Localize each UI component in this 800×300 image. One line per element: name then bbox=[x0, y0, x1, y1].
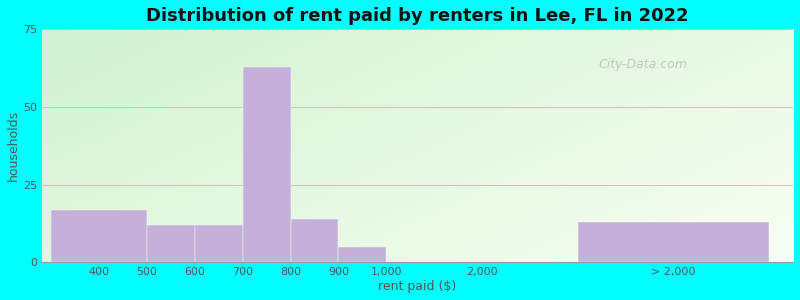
X-axis label: rent paid ($): rent paid ($) bbox=[378, 280, 457, 293]
Text: City-Data.com: City-Data.com bbox=[598, 58, 687, 71]
Bar bbox=[578, 222, 769, 262]
Bar bbox=[338, 247, 386, 262]
Bar bbox=[147, 225, 195, 262]
Y-axis label: households: households bbox=[7, 110, 20, 182]
Bar bbox=[195, 225, 242, 262]
Bar bbox=[290, 219, 338, 262]
Bar bbox=[51, 210, 147, 262]
Title: Distribution of rent paid by renters in Lee, FL in 2022: Distribution of rent paid by renters in … bbox=[146, 7, 689, 25]
Bar bbox=[242, 67, 290, 262]
